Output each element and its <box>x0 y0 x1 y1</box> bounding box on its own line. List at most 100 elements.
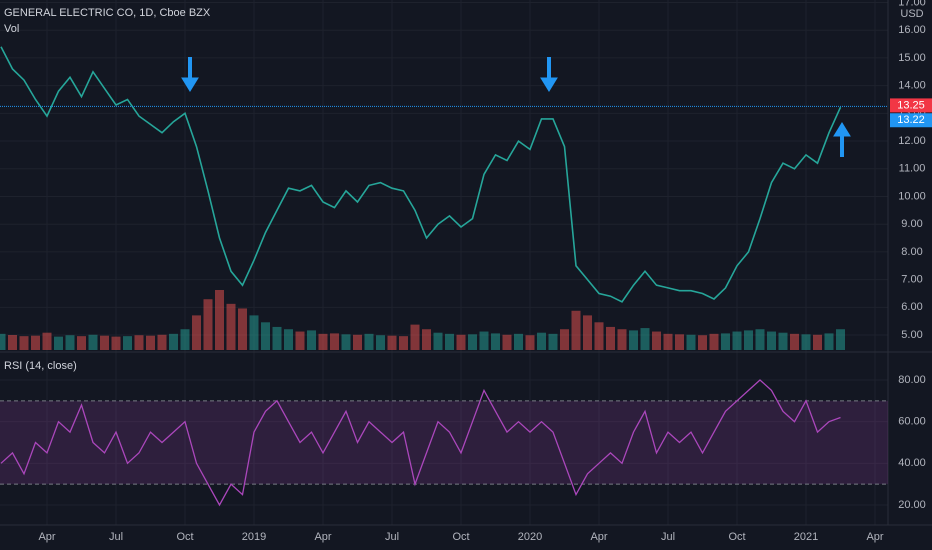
volume-bar <box>698 335 707 350</box>
volume-bar <box>663 333 673 350</box>
arrow-head <box>540 77 558 92</box>
y-tick-label: 17.00 <box>898 0 926 8</box>
price-line <box>0 46 842 303</box>
y-tick-label: 8.00 <box>901 246 922 258</box>
volume-bar <box>801 334 811 350</box>
volume-bar <box>790 333 799 350</box>
rsi-tick-label: 40.00 <box>898 457 926 469</box>
currency: USD <box>900 8 923 20</box>
annotation-arrows <box>181 57 851 157</box>
volume-bar <box>548 333 558 350</box>
price-label: 13.25 <box>897 99 925 111</box>
price-label-box <box>890 98 932 113</box>
volume-bar <box>709 333 719 350</box>
y-tick-label: 14.00 <box>898 80 926 92</box>
volume-bar <box>157 334 167 350</box>
volume-bar <box>146 335 155 350</box>
x-tick-label: Apr <box>38 531 55 543</box>
volume-bar <box>238 308 247 350</box>
volume-bar <box>571 310 581 350</box>
arrow-head <box>181 77 199 92</box>
volume-bar <box>675 334 684 350</box>
volume-bar <box>226 303 236 350</box>
volume-bar <box>77 336 86 350</box>
x-tick-label: 2021 <box>794 531 818 543</box>
x-tick-label: Jul <box>385 531 399 543</box>
volume-bar <box>767 331 776 350</box>
volume-bar <box>353 334 362 350</box>
volume-bar <box>376 335 385 350</box>
rsi-band <box>0 400 888 485</box>
volume-bar <box>652 331 661 350</box>
volume-bar <box>387 335 397 350</box>
volume-bar <box>491 333 500 350</box>
volume-bar <box>422 329 431 350</box>
y-tick-label: 5.00 <box>901 329 922 341</box>
volume-bar <box>65 335 75 350</box>
rsi-tick-label: 60.00 <box>898 416 926 428</box>
chart-title: GENERAL ELECTRIC CO, 1D, Cboe BZX <box>4 7 211 19</box>
volume-bar <box>192 315 201 350</box>
x-tick-label: Oct <box>176 531 193 543</box>
x-tick-label: Apr <box>866 531 883 543</box>
price-label: 13.22 <box>897 114 925 126</box>
y-tick-label: 16.00 <box>898 24 926 36</box>
volume-bar <box>468 334 477 350</box>
volume-bar <box>640 328 650 350</box>
x-tick-label: Apr <box>590 531 607 543</box>
y-tick-label: 11.00 <box>899 163 926 175</box>
x-tick-label: Jul <box>109 531 123 543</box>
volume-bar <box>169 333 178 350</box>
y-tick-label: 6.00 <box>901 301 922 313</box>
volume-bar <box>594 322 604 350</box>
volume-bar <box>537 332 546 350</box>
y-tick-label: 10.00 <box>898 190 926 202</box>
volume-bar <box>399 336 408 350</box>
volume-bar <box>560 329 569 350</box>
volume-bar <box>721 333 730 350</box>
arrow-head <box>833 122 851 137</box>
volume-bar <box>180 329 190 350</box>
volume-bar <box>583 315 592 350</box>
x-tick-label: Jul <box>661 531 675 543</box>
volume-bar <box>341 334 351 350</box>
volume-bar <box>755 329 765 350</box>
volume-label: Vol <box>4 23 19 35</box>
volume-bar <box>617 329 627 350</box>
y-tick-label: 15.00 <box>898 52 926 64</box>
volume-bar <box>215 290 224 350</box>
volume-bar <box>330 333 339 350</box>
volume-bar <box>813 334 822 350</box>
volume-bar <box>318 333 328 350</box>
rsi-tick-label: 20.00 <box>898 499 926 511</box>
rsi-tick-label: 80.00 <box>898 374 926 386</box>
x-tick-label: Apr <box>314 531 331 543</box>
volume-bar <box>42 332 52 350</box>
volume-bar <box>88 334 98 350</box>
volume-bar <box>433 332 443 350</box>
x-tick-label: Oct <box>728 531 745 543</box>
volume-bar <box>295 331 305 350</box>
volume-bar <box>307 330 316 350</box>
volume-bar <box>19 336 29 350</box>
volume-bar <box>249 315 259 350</box>
volume-bar <box>629 330 638 350</box>
volume-bar <box>31 335 40 350</box>
grid <box>0 0 888 525</box>
volume-bar <box>8 335 17 350</box>
volume-bar <box>744 330 753 350</box>
volume-bar <box>123 336 132 350</box>
volume-bar <box>479 331 489 350</box>
rsi-line <box>0 379 841 507</box>
y-tick-label: 7.00 <box>901 274 922 286</box>
volume-bar <box>836 329 845 350</box>
volume-bar <box>272 326 282 350</box>
volume-bar <box>502 334 512 350</box>
volume-bar <box>54 336 63 350</box>
x-tick-label: 2019 <box>242 531 266 543</box>
y-tick-label: 12.00 <box>898 135 926 147</box>
volume-bar <box>686 334 696 350</box>
volume-bar <box>732 331 742 350</box>
volume-bar <box>0 333 6 350</box>
